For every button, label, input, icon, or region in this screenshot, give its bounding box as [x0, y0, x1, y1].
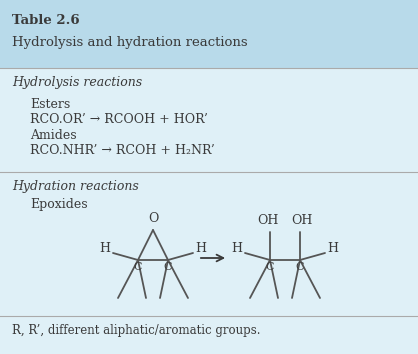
- Text: RCO.NHR’ → RCOH + H₂NR’: RCO.NHR’ → RCOH + H₂NR’: [30, 144, 215, 157]
- Text: R, R’, different aliphatic/aromatic groups.: R, R’, different aliphatic/aromatic grou…: [12, 324, 260, 337]
- Text: C: C: [296, 262, 304, 272]
- Text: H: H: [327, 241, 339, 255]
- Text: C: C: [164, 262, 172, 272]
- Text: C: C: [134, 262, 142, 272]
- Text: H: H: [196, 241, 206, 255]
- Text: RCO.OR’ → RCOOH + HOR’: RCO.OR’ → RCOOH + HOR’: [30, 113, 208, 126]
- Text: C: C: [266, 262, 274, 272]
- Text: Esters: Esters: [30, 98, 70, 111]
- Text: OH: OH: [291, 214, 313, 227]
- Text: OH: OH: [257, 214, 279, 227]
- Text: H: H: [232, 241, 242, 255]
- Text: Table 2.6: Table 2.6: [12, 14, 79, 27]
- Text: H: H: [99, 241, 110, 255]
- Text: Hydration reactions: Hydration reactions: [12, 180, 139, 193]
- Text: O: O: [148, 212, 158, 225]
- Text: Epoxides: Epoxides: [30, 198, 88, 211]
- Text: Hydrolysis and hydration reactions: Hydrolysis and hydration reactions: [12, 36, 247, 49]
- Bar: [0, 0, 418, 68]
- Text: Amides: Amides: [30, 129, 76, 142]
- Text: Hydrolysis reactions: Hydrolysis reactions: [12, 76, 142, 89]
